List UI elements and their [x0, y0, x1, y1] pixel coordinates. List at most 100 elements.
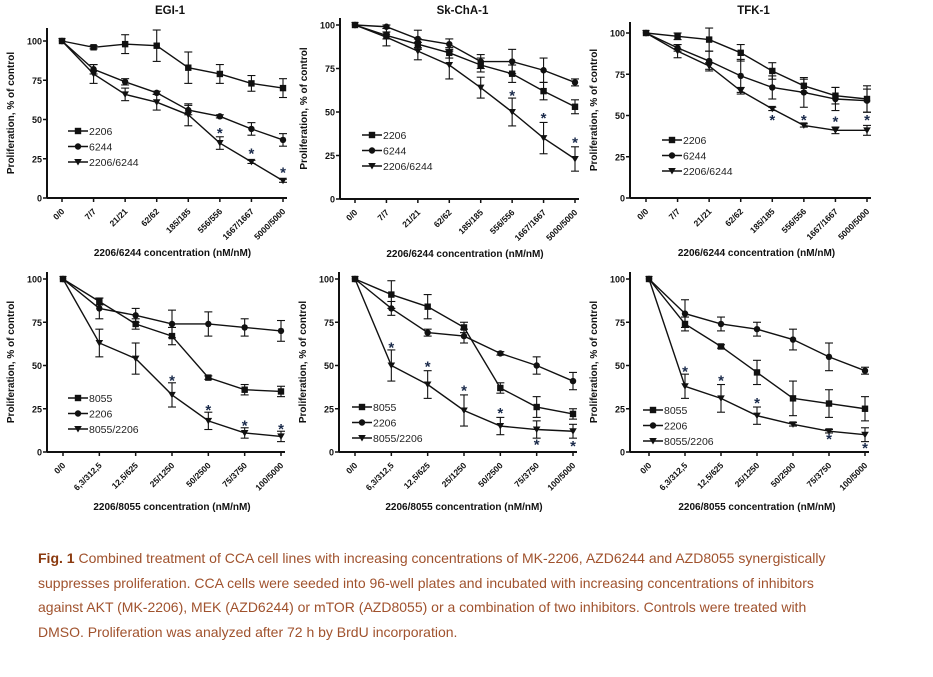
series-line [61, 40, 284, 182]
x-tick-label: 185/185 [748, 206, 777, 235]
significance-asterisk: * [509, 88, 515, 105]
data-point [184, 111, 193, 119]
data-point [460, 332, 468, 340]
y-tick-label: 75 [32, 76, 42, 86]
data-point [460, 407, 468, 414]
data-point [96, 305, 103, 312]
x-tick-label: 556/556 [779, 206, 808, 235]
significance-asterisk: * [388, 339, 394, 356]
data-point [424, 329, 431, 336]
x-tick-label: 0/0 [344, 460, 360, 476]
data-point [216, 140, 224, 147]
series-2206 [645, 275, 869, 375]
data-point [248, 125, 255, 133]
chart-panel-5: 0 25 50 75 100 0/0 6,3/312,5 12,5/625 25/1250 50/… [298, 272, 578, 513]
y-tick-label: 50 [324, 361, 334, 371]
significance-asterisk: * [572, 135, 578, 152]
data-point [769, 84, 776, 91]
data-point [642, 30, 650, 37]
data-point [831, 127, 840, 134]
series-line [645, 32, 867, 132]
chart-title: TFK-1 [737, 5, 770, 17]
data-point [460, 324, 468, 331]
data-point [279, 84, 287, 92]
x-tick-label: 62/62 [139, 206, 161, 228]
x-tick-label: 185/185 [456, 207, 485, 236]
data-point [861, 367, 869, 374]
data-point [717, 343, 725, 350]
data-point [423, 381, 432, 389]
series-line [61, 40, 284, 141]
y-tick-label: 25 [32, 154, 42, 164]
x-tick-label: 100/5000 [253, 460, 285, 492]
x-axis-label: 2206/6244 concentration (nM/nM) [386, 249, 543, 260]
x-tick-label: 21/21 [400, 207, 422, 229]
significance-asterisk: * [864, 112, 870, 129]
series-6244 [642, 29, 871, 113]
x-tick-label: 12,5/625 [402, 460, 433, 491]
series-line [354, 24, 576, 108]
significance-asterisk: * [169, 372, 175, 389]
x-tick-label: 12,5/625 [695, 460, 726, 491]
significance-asterisk: * [826, 431, 832, 448]
legend-marker [368, 163, 376, 170]
series-line [645, 32, 868, 102]
data-point [497, 384, 504, 392]
legend-marker [668, 168, 676, 175]
legend-marker [368, 131, 376, 139]
data-point [681, 310, 689, 317]
y-tick-label: 25 [615, 152, 625, 162]
data-point [789, 421, 797, 428]
x-tick-label: 556/556 [195, 206, 224, 235]
y-tick-label: 0 [37, 194, 42, 204]
legend-marker [358, 403, 366, 411]
significance-asterisk: * [497, 405, 503, 422]
x-tick-label: 5000/5000 [836, 206, 872, 242]
x-tick-label: 0/0 [635, 206, 651, 222]
data-point [737, 49, 744, 56]
legend-label: 8055/2206 [89, 424, 139, 436]
y-tick-label: 100 [610, 275, 625, 285]
x-tick-label: 5000/5000 [544, 207, 580, 243]
data-point [569, 428, 577, 435]
legend-marker [649, 406, 657, 414]
data-point [132, 320, 139, 328]
data-point [717, 395, 725, 402]
series-2206-6244 [351, 22, 579, 172]
series-line [645, 32, 868, 100]
x-tick-label: 7/7 [667, 206, 683, 222]
x-tick-label: 100/5000 [837, 460, 869, 492]
y-tick-label: 50 [32, 361, 42, 371]
x-tick-label: 75/3750 [805, 460, 834, 489]
data-point [277, 327, 285, 335]
x-tick-label: 25/1250 [148, 460, 177, 489]
series-line [61, 40, 284, 89]
data-point [863, 127, 871, 134]
data-point [736, 87, 745, 95]
legend-marker [74, 159, 82, 166]
x-tick-label: 6,3/312,5 [657, 460, 689, 492]
data-point [121, 91, 129, 98]
data-point [121, 40, 129, 48]
data-point [825, 353, 833, 361]
x-tick-label: 0/0 [638, 460, 654, 476]
legend-label: 8055 [373, 402, 397, 414]
legend-label: 8055/2206 [373, 433, 423, 445]
data-point [351, 276, 359, 283]
significance-asterisk: * [217, 125, 223, 142]
series-2206-6244 [58, 38, 287, 185]
x-tick-label: 25/1250 [440, 460, 469, 489]
y-tick-label: 0 [620, 194, 625, 204]
y-tick-label: 100 [319, 275, 334, 285]
x-tick-label: 12,5/625 [110, 460, 141, 491]
significance-asterisk: * [242, 417, 248, 434]
y-tick-label: 25 [325, 151, 335, 161]
legend-label: 2206/6244 [383, 161, 433, 173]
x-tick-label: 7/7 [83, 206, 99, 222]
x-tick-label: 7/7 [375, 207, 391, 223]
data-point [737, 72, 744, 80]
legend-marker [74, 394, 82, 402]
data-point [768, 105, 777, 113]
data-point [152, 99, 161, 106]
data-point [533, 362, 540, 369]
